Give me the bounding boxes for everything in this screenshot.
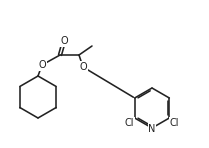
Text: O: O (38, 60, 46, 70)
Text: N: N (148, 124, 156, 134)
Text: O: O (79, 62, 87, 72)
Text: O: O (60, 36, 68, 46)
Text: Cl: Cl (169, 118, 179, 128)
Text: Cl: Cl (125, 118, 134, 128)
